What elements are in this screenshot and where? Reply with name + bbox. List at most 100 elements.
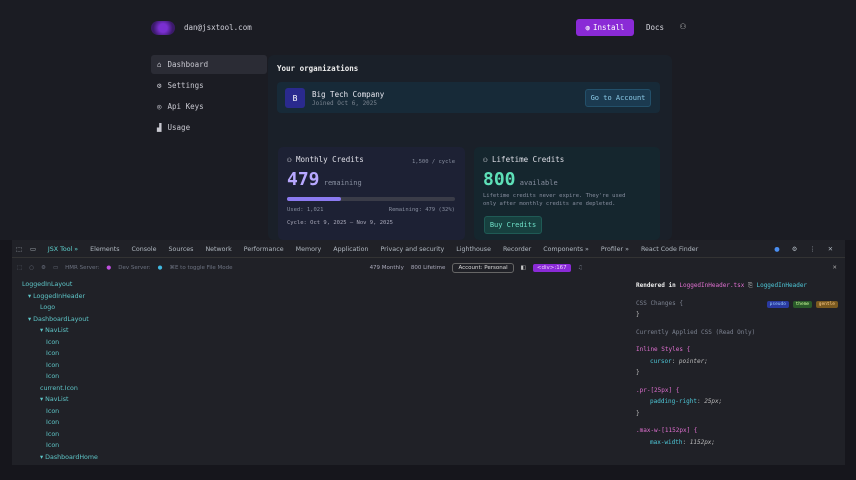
credits-progress-bar xyxy=(287,197,455,201)
more-icon[interactable]: ⋮ xyxy=(809,245,816,253)
sidebar-item-usage[interactable]: ▟ Usage xyxy=(157,123,191,132)
monitor-icon[interactable]: ▭ xyxy=(52,265,59,271)
tree-node[interactable]: Icon xyxy=(46,442,60,449)
monthly-value-row: 479 remaining xyxy=(287,169,362,190)
account-select[interactable]: Account: Personal xyxy=(452,263,514,273)
tree-node[interactable]: LoggedInLayout xyxy=(22,281,73,288)
tab-privacy[interactable]: Privacy and security xyxy=(380,245,445,253)
css-rule: .pr-[25px] { xyxy=(636,386,680,394)
tree-node[interactable]: Logo xyxy=(40,304,56,311)
inspect-icon[interactable]: ⬚ xyxy=(16,245,22,253)
lifetime-value-row: 800 available xyxy=(483,169,558,190)
monthly-unit: remaining xyxy=(323,179,362,187)
tree-node[interactable]: ▾ LoggedInHeader xyxy=(28,292,86,300)
sidebar-item-api-keys[interactable]: ◎ Api Keys xyxy=(157,102,204,111)
tab-jsx-tool[interactable]: JSX Tool » xyxy=(47,245,79,253)
tree-node[interactable]: Icon xyxy=(46,373,60,380)
tab-react-code-finder[interactable]: React Code Finder xyxy=(640,245,699,253)
tab-profiler[interactable]: Profiler » xyxy=(600,245,629,253)
devtools-panel xyxy=(12,240,845,465)
tab-network[interactable]: Network xyxy=(205,245,232,253)
hmr-label: HMR Server: xyxy=(65,265,100,271)
tab-application[interactable]: Application xyxy=(333,245,369,253)
close-icon[interactable]: ✕ xyxy=(827,245,833,253)
close-toolbar-icon[interactable]: ✕ xyxy=(832,265,837,271)
extension-icon[interactable]: ● xyxy=(774,245,780,253)
lifetime-unit: available xyxy=(519,179,558,187)
tree-node[interactable]: ▾ DashboardHome xyxy=(40,453,98,461)
component-link[interactable]: LoggedInHeader xyxy=(756,282,808,289)
monthly-value: 479 xyxy=(287,169,320,190)
org-name: Big Tech Company xyxy=(312,90,385,99)
dev-label: Dev Server: xyxy=(118,265,151,271)
install-button[interactable]: ◍ Install xyxy=(576,19,634,36)
tree-node[interactable]: Icon xyxy=(46,430,60,438)
device-icon[interactable]: ▭ xyxy=(29,245,36,253)
tab-lighthouse[interactable]: Lighthouse xyxy=(456,245,491,253)
open-file-icon[interactable]: ⎘ xyxy=(748,282,753,289)
devtools-tabs: ⬚ ▭ JSX Tool » Elements Console Sources N… xyxy=(12,241,845,258)
rendered-in: Rendered in LoggedInHeader.tsx ⎘ LoggedI… xyxy=(636,282,808,289)
gear-icon[interactable]: ⚙ xyxy=(791,245,798,253)
chart-icon: ▟ xyxy=(157,123,162,132)
home-icon: ⌂ xyxy=(157,60,162,69)
user-icon[interactable]: ⚇ xyxy=(680,21,687,32)
brace: } xyxy=(636,311,640,318)
tree-node[interactable]: ▾ NavList xyxy=(40,396,69,403)
monthly-credits-card: ⚇ Monthly Credits 1,500 / cycle 479 rema… xyxy=(278,147,465,240)
toggle-hint: ⌘E to toggle File Mode xyxy=(169,265,233,271)
sidebar-item-settings[interactable]: ⚙ Settings xyxy=(157,81,204,90)
brace: } xyxy=(636,369,640,376)
docs-link[interactable]: Docs xyxy=(646,23,665,32)
inline-styles: Inline Styles { xyxy=(636,346,691,353)
key-icon: ◎ xyxy=(157,102,162,111)
component-tree: LoggedInLayout ▾ LoggedInHeader Logo ▾ Dash… xyxy=(22,279,98,463)
sidebar-item-dashboard[interactable]: ⌂ Dashboard xyxy=(151,55,267,74)
tab-elements[interactable]: Elements xyxy=(90,245,120,253)
tab-components[interactable]: Components » xyxy=(543,245,589,253)
jsx-toolbar: ⬚ ○ ⚙ ▭ HMR Server: ● Dev Server: ● ⌘E to tog… xyxy=(12,259,845,277)
tab-sources[interactable]: Sources xyxy=(168,245,194,253)
bell-icon[interactable]: ♫ xyxy=(577,265,583,271)
search-icon[interactable]: ○ xyxy=(29,265,35,271)
lifetime-title: ⚇ Lifetime Credits xyxy=(483,155,565,164)
tab-console[interactable]: Console xyxy=(131,245,157,253)
select-element-icon[interactable]: ⬚ xyxy=(17,265,23,271)
css-decl[interactable]: cursor: pointer; xyxy=(650,357,708,365)
tree-node[interactable]: Icon xyxy=(46,419,60,426)
gentle-badge[interactable]: gentle xyxy=(815,300,838,308)
sidebar: ⌂ Dashboard ⚙ Settings ◎ Api Keys ▟ Usage xyxy=(151,55,267,139)
go-to-account-button[interactable]: Go to Account xyxy=(585,89,651,107)
css-decl[interactable]: padding-right: 25px; xyxy=(650,398,723,405)
css-decl[interactable]: max-width: 1152px; xyxy=(650,438,716,446)
tab-memory[interactable]: Memory xyxy=(295,245,322,253)
tree-node[interactable]: ▾ DashboardLayout xyxy=(28,315,89,323)
lifetime-value: 800 xyxy=(483,169,516,190)
element-tag[interactable]: <div>:167 xyxy=(532,264,571,272)
used: Used: 1,021 xyxy=(287,207,324,213)
theme-badge[interactable]: theme xyxy=(792,300,813,308)
dev-status-icon: ● xyxy=(157,265,163,271)
tree-node[interactable]: ▾ NavList xyxy=(40,327,69,334)
file-link[interactable]: LoggedInHeader.tsx xyxy=(679,282,745,289)
buy-credits-button[interactable]: Buy Credits xyxy=(484,216,542,234)
remaining: Remaining: 479 (32%) xyxy=(388,207,455,213)
tab-performance[interactable]: Performance xyxy=(243,245,284,253)
logo[interactable] xyxy=(151,21,175,35)
hmr-status-icon: ● xyxy=(106,265,112,271)
gear-icon: ⚙ xyxy=(157,81,162,90)
tree-node[interactable]: current.Icon xyxy=(40,384,78,392)
org-avatar: B xyxy=(285,88,305,108)
tree-node[interactable]: Icon xyxy=(46,407,60,415)
user-email: dan@jsxtool.com xyxy=(184,23,252,32)
lifetime-count: 800 Lifetime xyxy=(410,265,446,271)
tree-node[interactable]: Icon xyxy=(46,338,60,346)
applied-heading: Currently Applied CSS (Read Only) xyxy=(636,328,756,336)
tree-node[interactable]: Icon xyxy=(46,350,60,357)
user-icon: ⚇ xyxy=(483,155,493,164)
pseudo-badge[interactable]: pseudo xyxy=(766,300,789,308)
layout-icon[interactable]: ◧ xyxy=(520,265,526,271)
tab-recorder[interactable]: Recorder xyxy=(502,245,532,253)
tree-node[interactable]: Icon xyxy=(46,361,60,369)
settings-icon[interactable]: ⚙ xyxy=(41,265,46,271)
